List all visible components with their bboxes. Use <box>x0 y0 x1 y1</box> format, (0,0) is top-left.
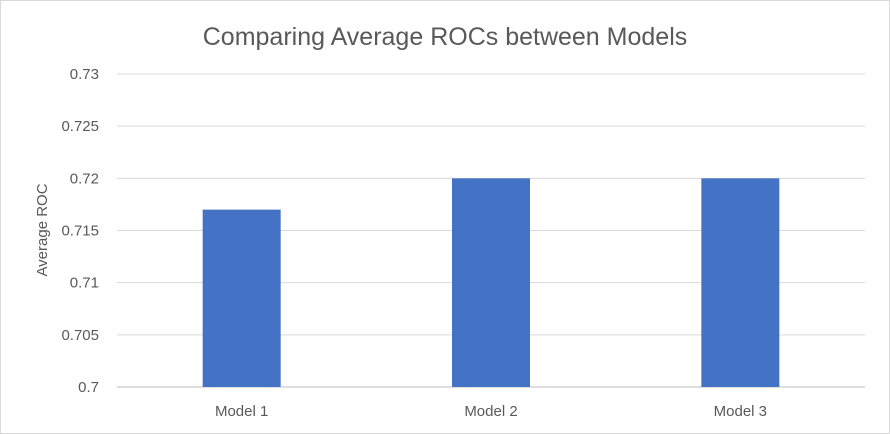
x-tick-label: Model 3 <box>714 403 767 420</box>
y-tick-label: 0.72 <box>70 170 99 187</box>
bar <box>202 209 281 387</box>
y-axis-ticks: 0.7 0.705 0.71 0.715 0.72 0.725 0.73 <box>61 66 99 396</box>
y-tick-label: 0.715 <box>61 223 99 240</box>
bar <box>701 178 780 387</box>
y-axis-title: Average ROC <box>34 183 51 276</box>
y-tick-label: 0.705 <box>61 327 99 344</box>
bar <box>452 178 530 387</box>
x-tick-label: Model 1 <box>215 403 268 420</box>
chart-title: Comparing Average ROCs between Models <box>203 23 688 51</box>
y-tick-label: 0.725 <box>61 118 99 135</box>
y-tick-label: 0.7 <box>78 379 99 396</box>
y-tick-label: 0.73 <box>70 66 99 83</box>
bars <box>202 178 780 387</box>
y-tick-label: 0.71 <box>70 275 99 292</box>
x-tick-label: Model 2 <box>464 403 517 420</box>
x-axis-ticks: Model 1 Model 2 Model 3 <box>215 403 767 420</box>
